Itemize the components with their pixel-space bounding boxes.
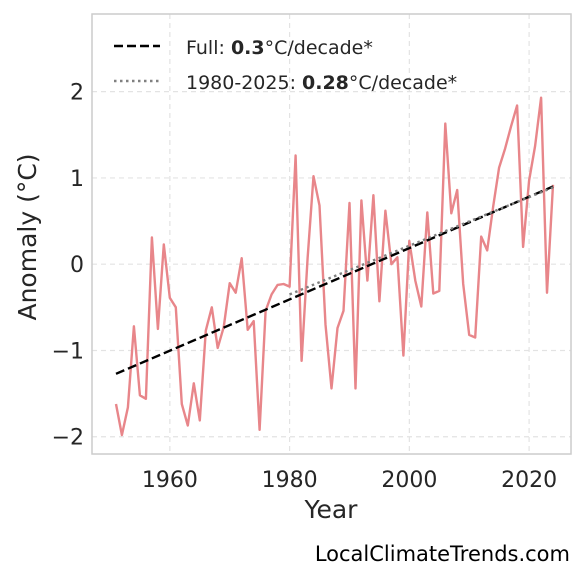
- legend-entry-full: Full: 0.3°C/decade*: [186, 37, 373, 59]
- y-axis-label: Anomaly (°C): [13, 153, 42, 320]
- x-tick-label: 1960: [142, 468, 198, 493]
- ticks: 1960 1980 2000 2020 −2 −1 0 1 2: [52, 81, 558, 493]
- x-tick-label: 2020: [501, 468, 557, 493]
- anomaly-series-line: [114, 96, 555, 437]
- y-tick-label: −2: [52, 426, 84, 451]
- grid: [92, 14, 571, 454]
- watermark: LocalClimateTrends.com: [315, 542, 570, 566]
- y-tick-label: 0: [70, 253, 84, 278]
- y-tick-label: −1: [52, 339, 84, 364]
- x-tick-label: 2000: [381, 468, 437, 493]
- y-tick-label: 1: [70, 167, 84, 192]
- y-tick-label: 2: [70, 81, 84, 106]
- x-axis-label: Year: [304, 495, 359, 524]
- legend-entry-1980-2025: 1980-2025: 0.28°C/decade*: [186, 72, 457, 94]
- plot-frame: [91, 13, 572, 455]
- series-layer: [114, 96, 555, 437]
- legend: Full: 0.3°C/decade* 1980-2025: 0.28°C/de…: [114, 37, 457, 94]
- x-tick-label: 1980: [262, 468, 318, 493]
